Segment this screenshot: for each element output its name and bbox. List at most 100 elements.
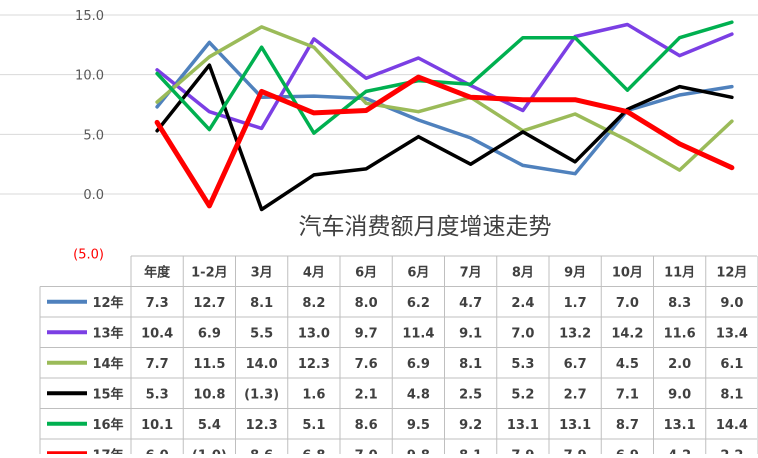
x-tick-label: 10月 xyxy=(612,265,643,280)
data-label: 6.9 xyxy=(407,357,430,372)
legend-label: 13年 xyxy=(92,325,123,341)
data-label: 13.2 xyxy=(559,326,591,341)
data-label: 6.9 xyxy=(616,448,639,454)
data-label: 8.6 xyxy=(355,418,378,433)
data-label: 10.8 xyxy=(193,387,225,402)
x-tick-label: 12月 xyxy=(716,265,747,280)
data-label: 8.3 xyxy=(668,296,691,311)
x-tick-label: 6月 xyxy=(355,265,377,280)
y-tick-label: 10.0 xyxy=(75,69,104,84)
data-label: 2.5 xyxy=(459,387,482,402)
data-label: (1.0) xyxy=(192,448,227,454)
data-label: 8.7 xyxy=(616,418,639,433)
data-label: 1.6 xyxy=(302,387,325,402)
data-label: 10.4 xyxy=(141,326,173,341)
series-line xyxy=(154,74,735,209)
data-label: 5.5 xyxy=(250,326,273,341)
data-label: 10.1 xyxy=(141,418,173,433)
data-label: 13.4 xyxy=(716,326,748,341)
data-label: 2.4 xyxy=(511,296,534,311)
data-label: 4.7 xyxy=(459,296,482,311)
data-label: (1.3) xyxy=(244,387,279,402)
data-label: 8.2 xyxy=(302,296,325,311)
data-label: 14.2 xyxy=(611,326,643,341)
y-tick-label: 15.0 xyxy=(75,9,104,24)
data-label: 7.0 xyxy=(355,448,378,454)
data-label: 2.2 xyxy=(720,448,743,454)
x-tick-label: 11月 xyxy=(664,265,695,280)
series-line xyxy=(155,25,734,172)
y-tick-label: (5.0) xyxy=(73,248,104,263)
data-label: 4.2 xyxy=(668,448,691,454)
data-label: 6.8 xyxy=(302,448,325,454)
data-label: 7.3 xyxy=(146,296,169,311)
x-tick-label: 6月 xyxy=(407,265,429,280)
x-tick-label: 9月 xyxy=(564,265,586,280)
data-label: 5.3 xyxy=(146,387,169,402)
data-table: 年度 1-2月 3月 4月 6月 6月 7月 8月 9月 10月 11月 12月 12年 7.3 12.7 8… xyxy=(39,255,758,458)
legend-label: 17年 xyxy=(92,447,123,454)
x-tick-label: 8月 xyxy=(512,265,534,280)
data-label: 14.4 xyxy=(716,418,748,433)
data-label: 8.6 xyxy=(250,448,273,454)
data-label: 7.1 xyxy=(616,387,639,402)
data-label: 11.4 xyxy=(402,326,434,341)
data-label: 8.1 xyxy=(720,387,743,402)
data-label: 7.9 xyxy=(564,448,587,454)
series-line xyxy=(155,40,734,176)
data-label: 6.7 xyxy=(564,357,587,372)
data-label: 13.1 xyxy=(507,418,539,433)
data-label: 7.9 xyxy=(511,448,534,454)
y-tick-label: 0.0 xyxy=(83,188,104,203)
data-label: 5.4 xyxy=(198,418,221,433)
y-tick-label: 5.0 xyxy=(83,128,104,143)
y-axis-ticks: (5.0) 0.0 5.0 10.0 15.0 xyxy=(73,9,104,263)
data-label: 13.1 xyxy=(664,418,696,433)
x-tick-label: 3月 xyxy=(251,265,273,280)
data-label: 5.2 xyxy=(511,387,534,402)
data-label: 7.0 xyxy=(616,296,639,311)
x-tick-label: 1-2月 xyxy=(191,265,228,280)
legend-label: 16年 xyxy=(92,417,123,433)
data-label: 7.7 xyxy=(146,357,169,372)
data-label: 13.1 xyxy=(559,418,591,433)
data-label: 9.7 xyxy=(355,326,378,341)
data-label: 12.3 xyxy=(246,418,278,433)
data-label: 7.6 xyxy=(355,357,378,372)
data-label: 9.8 xyxy=(407,448,430,454)
legend-label: 12年 xyxy=(92,295,123,311)
data-label: 2.7 xyxy=(564,387,587,402)
data-label: 9.5 xyxy=(407,418,430,433)
data-label: 2.0 xyxy=(668,357,691,372)
data-label: 1.7 xyxy=(564,296,587,311)
data-label: 5.1 xyxy=(302,418,325,433)
data-label: 6.2 xyxy=(407,296,430,311)
legend-label: 14年 xyxy=(92,356,123,372)
x-tick-label: 7月 xyxy=(460,265,482,280)
legend-label: 15年 xyxy=(92,386,123,402)
chart-title: 汽车消费额月度增速走势 xyxy=(299,214,552,240)
data-label: 9.2 xyxy=(459,418,482,433)
data-label: 8.0 xyxy=(355,296,378,311)
series-lines xyxy=(154,20,735,212)
data-label: 6.9 xyxy=(198,326,221,341)
data-label: 14.0 xyxy=(246,357,278,372)
series-line xyxy=(155,63,734,212)
data-label: 7.0 xyxy=(511,326,534,341)
data-label: 5.3 xyxy=(511,357,534,372)
data-label: 9.0 xyxy=(668,387,691,402)
data-label: 13.0 xyxy=(298,326,330,341)
series-line xyxy=(155,20,734,135)
data-label: 12.7 xyxy=(193,296,225,311)
series-line xyxy=(155,22,734,131)
data-label: 2.1 xyxy=(355,387,378,402)
data-label: 8.1 xyxy=(250,296,273,311)
data-label: 9.1 xyxy=(459,326,482,341)
x-tick-label: 4月 xyxy=(303,265,325,280)
data-label: 6.0 xyxy=(146,448,169,454)
data-label: 4.5 xyxy=(616,357,639,372)
data-label: 11.6 xyxy=(664,326,696,341)
data-label: 4.8 xyxy=(407,387,430,402)
data-label: 9.0 xyxy=(720,296,743,311)
